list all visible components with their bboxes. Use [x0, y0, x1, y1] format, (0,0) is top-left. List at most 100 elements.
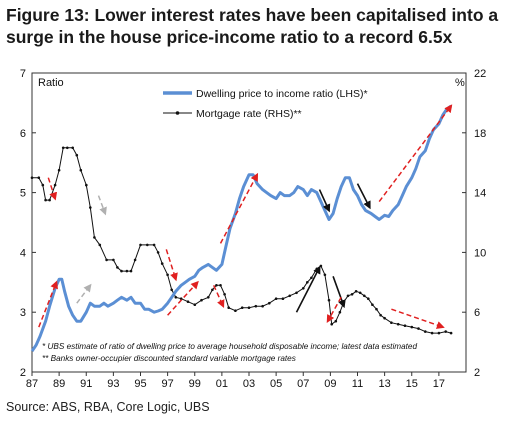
x-tick-label: 07: [297, 378, 309, 390]
series-point-mortgage-rate: [338, 310, 342, 314]
series-point-mortgage-rate: [367, 297, 370, 300]
right-tick-label: 18: [474, 128, 486, 140]
series-point-mortgage-rate: [166, 273, 169, 277]
x-tick-label: 97: [162, 378, 174, 390]
footnote-2: ** Banks owner-occupier discounted stand…: [42, 354, 296, 363]
left-tick-label: 7: [20, 68, 26, 80]
annotation-arrow-black: [318, 189, 331, 213]
left-axis-label: Ratio: [38, 77, 64, 89]
x-tick-label: 99: [189, 378, 201, 390]
series-point-mortgage-rate: [379, 313, 382, 317]
annotation-arrow-red: [47, 177, 58, 201]
series-point-mortgage-rate: [288, 294, 292, 298]
series-point-mortgage-rate: [437, 331, 441, 335]
x-tick-label: 93: [107, 378, 119, 390]
series-point-mortgage-rate: [200, 298, 203, 302]
series-point-mortgage-rate: [179, 297, 183, 300]
x-tick-label: 95: [134, 378, 146, 390]
figure-title: Figure 13: Lower interest rates have bee…: [6, 5, 499, 47]
series-point-mortgage-rate: [247, 306, 251, 309]
source-note: Source: ABS, RBA, Core Logic, UBS: [6, 400, 210, 414]
series-point-mortgage-rate: [53, 183, 57, 187]
series-point-mortgage-rate: [129, 269, 133, 273]
series-point-mortgage-rate: [371, 303, 374, 306]
x-tick-label: 91: [80, 378, 92, 390]
series-point-mortgage-rate: [125, 269, 129, 273]
annotation-arrow-black: [356, 183, 371, 210]
series-point-mortgage-rate: [310, 276, 313, 280]
annotation-arrow-red: [165, 249, 178, 282]
left-tick-label: 2: [20, 367, 26, 379]
series-point-mortgage-rate: [430, 331, 434, 335]
x-tick-label: 01: [216, 378, 228, 390]
annotation-arrows: [38, 104, 453, 329]
footnote-1: * UBS estimate of ratio of dwelling pric…: [42, 342, 417, 351]
series-point-mortgage-rate: [417, 327, 420, 330]
series-point-mortgage-rate: [48, 198, 51, 202]
series-point-mortgage-rate: [234, 309, 237, 312]
legend-marker-mortgage: [175, 111, 180, 115]
series-point-mortgage-rate: [327, 298, 331, 302]
left-tick-label: 5: [20, 188, 26, 200]
series-point-mortgage-rate: [75, 153, 79, 157]
annotation-arrow-black: [295, 265, 321, 313]
series-point-mortgage-rate: [410, 325, 414, 329]
right-tick-label: 14: [474, 188, 486, 200]
series-point-mortgage-rate: [211, 288, 214, 292]
series-point-mortgage-rate: [390, 321, 393, 325]
series-point-mortgage-rate: [254, 304, 258, 308]
legend-label-mortgage: Mortgage rate (RHS)**: [196, 108, 302, 120]
series-point-mortgage-rate: [403, 324, 407, 328]
series-point-mortgage-rate: [358, 291, 362, 295]
series-point-mortgage-rate: [396, 322, 400, 326]
series-line-mortgage-rate: [32, 147, 452, 334]
series-point-mortgage-rate: [363, 294, 366, 298]
series-point-mortgage-rate: [57, 168, 61, 172]
annotation-arrow-red: [326, 296, 342, 323]
x-tick-label: 17: [433, 378, 445, 390]
left-tick-label: 4: [20, 247, 26, 259]
x-tick-label: 03: [243, 378, 255, 390]
series-point-mortgage-rate: [424, 330, 427, 333]
series-point-mortgage-rate: [323, 273, 327, 277]
series-point-mortgage-rate: [71, 146, 74, 150]
right-tick-label: 6: [474, 307, 480, 319]
right-axis-label: %: [455, 77, 465, 89]
left-axis: 2 3 4 5 6 7: [20, 68, 36, 379]
right-tick-label: 2: [474, 367, 480, 379]
series-point-mortgage-rate: [170, 288, 173, 292]
annotation-arrow-red: [38, 280, 58, 328]
annotation-arrow-grey: [76, 283, 92, 304]
series-point-mortgage-rate: [281, 297, 285, 300]
series-point-mortgage-rate: [207, 296, 210, 299]
right-tick-label: 22: [474, 68, 486, 80]
annotation-arrow-red: [213, 284, 225, 309]
series-point-mortgage-rate: [89, 206, 92, 209]
series-point-mortgage-rate: [354, 290, 358, 293]
series-point-mortgage-rate: [186, 300, 190, 303]
series-point-mortgage-rate: [240, 306, 244, 309]
series-point-mortgage-rate: [105, 258, 108, 262]
series-point-mortgage-rate: [120, 269, 123, 273]
series-point-mortgage-rate: [98, 243, 102, 247]
series-point-mortgage-rate: [383, 316, 386, 320]
series-point-mortgage-rate: [449, 331, 453, 335]
series-point-mortgage-rate: [66, 146, 69, 150]
legend: Dwelling price to income ratio (LHS)* Mo…: [163, 88, 368, 120]
left-tick-label: 3: [20, 307, 26, 319]
annotation-arrow-red: [391, 308, 445, 329]
annotation-arrow-black: [332, 276, 346, 309]
series-point-mortgage-rate: [306, 281, 309, 284]
right-axis: 2 6 10 14 18 22: [462, 68, 486, 379]
series-point-mortgage-rate: [116, 266, 119, 269]
legend-label-price-ratio: Dwelling price to income ratio (LHS)*: [196, 88, 368, 100]
series-point-mortgage-rate: [295, 291, 298, 295]
right-tick-label: 10: [474, 247, 486, 259]
x-tick-label: 13: [379, 378, 391, 390]
series-point-mortgage-rate: [85, 183, 88, 187]
series-point-mortgage-rate: [41, 183, 45, 187]
annotation-arrow-red: [378, 104, 453, 203]
series-point-mortgage-rate: [174, 296, 178, 299]
series-point-mortgage-rate: [30, 176, 34, 179]
